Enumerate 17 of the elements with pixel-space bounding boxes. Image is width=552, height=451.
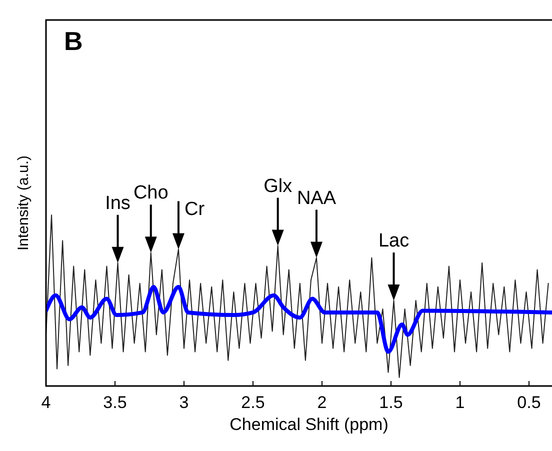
x-tick-label: 0.5 [517, 393, 541, 412]
x-tick-label: 3 [179, 393, 189, 412]
x-tick-label: 1.5 [379, 393, 403, 412]
chart-title: B [64, 26, 83, 56]
x-tick-label: 2.5 [241, 393, 265, 412]
x-tick-label: 3.5 [103, 393, 127, 412]
annotation: Ins [105, 192, 130, 214]
annotation: Glx [264, 176, 293, 197]
annotation: Lac [378, 230, 410, 252]
annotation: Cr [184, 199, 206, 220]
annotation: NAA [296, 188, 336, 209]
x-tick-label: 2 [317, 393, 327, 412]
x-tick-label: 4 [41, 393, 51, 412]
annotation: Cho [133, 182, 168, 204]
y-axis-title: Intensity (a.u.) [15, 155, 32, 251]
x-axis-title: Chemical Shift (ppm) [230, 415, 388, 434]
x-tick-label: 1 [455, 393, 465, 412]
